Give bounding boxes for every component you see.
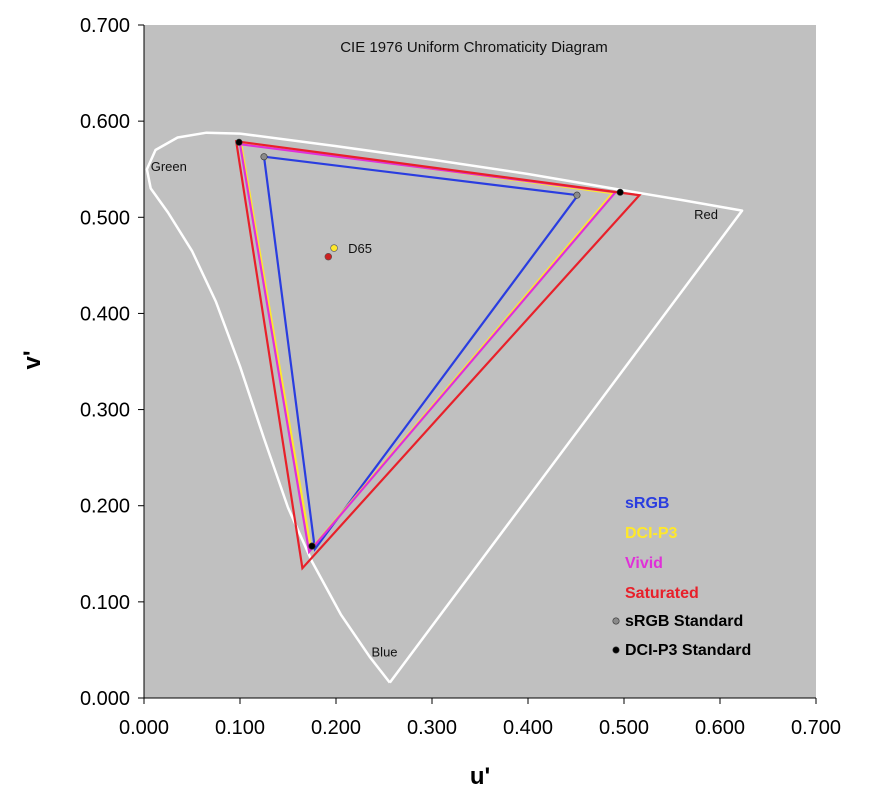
legend-entry-srgb: sRGB	[625, 495, 669, 512]
region-label-red: Red	[694, 207, 718, 222]
x-tick-label-5: 0.500	[599, 717, 649, 739]
gamut-triangle-vivid	[238, 142, 618, 555]
white-point-dot-1	[324, 253, 333, 261]
region-label-blue: Blue	[372, 645, 398, 660]
white-point-dot-0	[330, 244, 338, 252]
y-tick-label-7: 0.700	[80, 15, 130, 37]
marker-srgb-standard-1	[573, 191, 581, 199]
legend-entry-saturated: Saturated	[625, 585, 699, 602]
x-tick-label-2: 0.200	[311, 717, 361, 739]
plot-area	[144, 25, 816, 698]
gamut-triangle-saturated	[234, 140, 642, 571]
x-tick-label-7: 0.700	[791, 717, 841, 739]
y-tick-label-3: 0.300	[80, 400, 130, 422]
legend-entry-dci-p3: DCI-P3	[625, 525, 678, 542]
x-tick-label-6: 0.600	[695, 717, 745, 739]
x-tick-label-3: 0.300	[407, 717, 457, 739]
chart-title: CIE 1976 Uniform Chromaticity Diagram	[340, 39, 608, 56]
legend-entry-dci-p3-standard: DCI-P3 Standard	[625, 642, 751, 659]
x-tick-label-4: 0.400	[503, 717, 553, 739]
y-tick-label-0: 0.000	[80, 688, 130, 710]
marker-srgb-standard-0	[260, 153, 268, 161]
x-tick-label-0: 0.000	[119, 717, 169, 739]
legend-entry-srgb-standard: sRGB Standard	[625, 613, 743, 630]
legend-marker-srgb-standard	[612, 617, 620, 625]
region-label-green: Green	[151, 159, 187, 174]
marker-dci-p3-standard-1	[616, 188, 624, 196]
y-tick-label-4: 0.400	[80, 303, 130, 325]
legend-marker-dci-p3-standard	[612, 646, 620, 654]
y-axis-label: v'	[19, 350, 46, 369]
y-tick-label-2: 0.200	[80, 496, 130, 518]
x-axis-label: u'	[470, 763, 490, 790]
x-tick-label-1: 0.100	[215, 717, 265, 739]
y-tick-label-5: 0.500	[80, 207, 130, 229]
legend-entry-vivid: Vivid	[625, 555, 663, 572]
marker-dci-p3-standard-0	[235, 138, 243, 146]
y-tick-label-1: 0.100	[80, 592, 130, 614]
white-point-label: D65	[348, 241, 372, 256]
gamut-triangle-srgb	[262, 155, 580, 552]
marker-dci-p3-standard-2	[308, 542, 316, 550]
y-tick-label-6: 0.600	[80, 111, 130, 133]
